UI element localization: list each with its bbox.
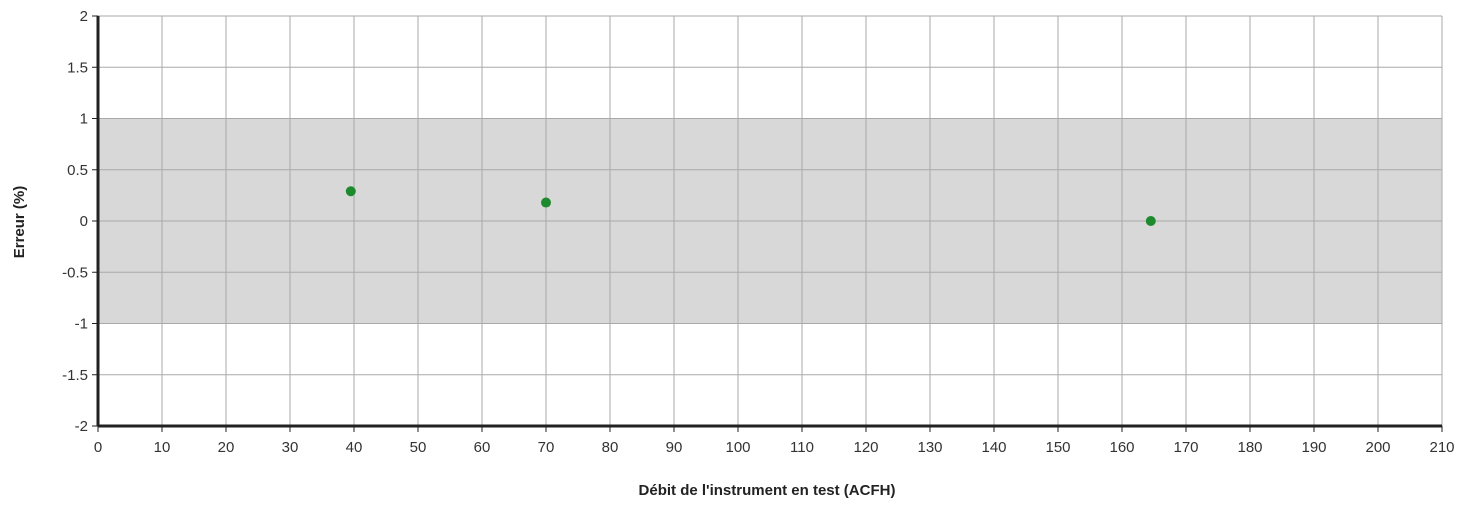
x-tick-label: 0 <box>94 439 102 456</box>
x-tick-label: 40 <box>346 439 363 456</box>
y-tick-label: -1 <box>75 316 88 333</box>
y-tick-label: 1.5 <box>67 59 88 76</box>
x-tick-labels: 0 10 20 30 40 50 60 70 80 90 100 110 120 130 140 150 160… <box>94 439 1455 456</box>
y-tick-label: 0.5 <box>67 162 88 179</box>
y-tick-labels: 2 1.5 1 0.5 0 -0.5 -1 -1.5 -2 <box>62 8 88 435</box>
x-tick-label: 20 <box>218 439 235 456</box>
x-tick-label: 140 <box>981 439 1006 456</box>
grid <box>97 15 1443 427</box>
data-points <box>345 186 1156 226</box>
data-point <box>345 186 356 197</box>
y-tick-label: 1 <box>80 111 88 128</box>
y-tick-label: -1.5 <box>62 367 88 384</box>
y-tick-label: -2 <box>75 418 88 435</box>
x-tick-label: 100 <box>725 439 750 456</box>
x-tick-label: 80 <box>602 439 619 456</box>
x-tick-label: 160 <box>1109 439 1134 456</box>
x-tick-label: 70 <box>538 439 555 456</box>
x-tick-label: 30 <box>282 439 299 456</box>
x-tick-label: 120 <box>853 439 878 456</box>
data-point <box>1145 216 1156 226</box>
y-tick-label: -0.5 <box>62 264 88 281</box>
x-tick-label: 190 <box>1301 439 1326 456</box>
x-tick-label: 210 <box>1429 439 1454 456</box>
x-tick-label: 10 <box>154 439 171 456</box>
x-tick-label: 180 <box>1237 439 1262 456</box>
x-tick-label: 90 <box>666 439 683 456</box>
axes <box>92 15 1443 432</box>
y-axis-title: Erreur (%) <box>11 186 28 259</box>
x-axis-title: Débit de l'instrument en test (ACFH) <box>639 482 896 499</box>
x-tick-label: 150 <box>1045 439 1070 456</box>
x-tick-label: 130 <box>917 439 942 456</box>
y-tick-label: 0 <box>80 213 88 230</box>
x-tick-label: 170 <box>1173 439 1198 456</box>
x-tick-label: 50 <box>410 439 427 456</box>
x-tick-label: 110 <box>790 439 814 456</box>
x-tick-label: 200 <box>1365 439 1390 456</box>
x-tick-label: 60 <box>474 439 491 456</box>
y-tick-label: 2 <box>80 8 88 25</box>
data-point <box>541 197 551 208</box>
